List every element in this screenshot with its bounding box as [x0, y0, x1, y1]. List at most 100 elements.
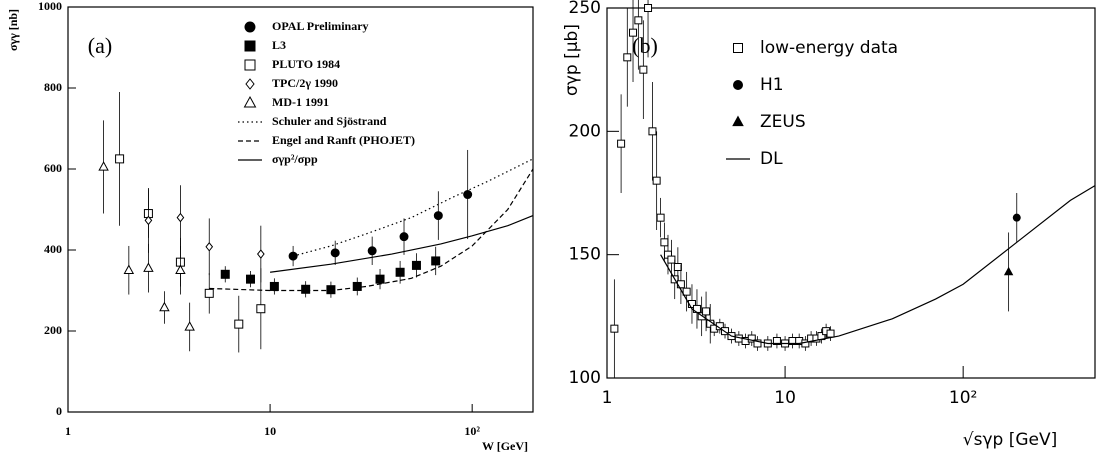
marker — [747, 334, 756, 343]
marker — [220, 269, 230, 279]
marker — [610, 324, 619, 333]
x-tick-label: 10² — [949, 388, 977, 408]
marker — [143, 262, 154, 272]
legend-label: PLUTO 1984 — [272, 57, 340, 71]
y-tick-label: 0 — [56, 404, 62, 418]
marker — [256, 304, 266, 314]
marker — [433, 211, 443, 221]
y-tick-label: 100 — [569, 368, 601, 388]
legend-label: H1 — [760, 75, 784, 95]
x-axis-label: √sγp [GeV] — [963, 430, 1057, 450]
plot-frame — [606, 7, 1096, 379]
panel-b: 100 150 200 250 1 10 10² (b) √sγp [GeV] σγp [μb] l… — [562, 0, 1096, 450]
marker — [395, 267, 405, 277]
marker — [204, 288, 214, 298]
curve — [660, 185, 1096, 345]
marker — [245, 274, 255, 284]
x-tick-label: 10² — [464, 424, 480, 438]
marker — [184, 321, 195, 331]
marker — [256, 249, 265, 259]
marker — [639, 65, 648, 74]
marker — [115, 154, 125, 164]
marker — [644, 4, 653, 12]
marker — [1003, 266, 1014, 276]
x-axis-label: W [GeV] — [482, 439, 528, 453]
legend-marker — [244, 40, 256, 52]
curve — [270, 215, 534, 273]
marker — [463, 190, 473, 200]
marker — [634, 16, 643, 25]
marker — [144, 215, 153, 226]
legend-marker — [733, 43, 743, 53]
legend-marker — [733, 80, 743, 90]
marker — [399, 232, 409, 242]
marker — [617, 139, 626, 148]
legend-label: L3 — [272, 38, 286, 52]
legend-marker — [243, 95, 257, 108]
marker — [98, 161, 109, 171]
y-tick-label: 800 — [44, 80, 62, 94]
panel-label: (b) — [632, 33, 658, 58]
marker — [682, 287, 691, 296]
marker — [375, 274, 385, 284]
legend-label: DL — [760, 149, 783, 169]
marker — [367, 246, 377, 256]
legend-label: MD-1 1991 — [272, 95, 329, 109]
x-tick-label: 10 — [264, 424, 276, 438]
y-tick-label: 200 — [569, 121, 601, 141]
marker — [176, 212, 185, 223]
marker — [269, 281, 279, 291]
legend-marker — [244, 59, 256, 71]
marker — [159, 301, 170, 312]
marker — [772, 337, 781, 345]
marker — [648, 127, 657, 136]
curve — [209, 168, 534, 292]
marker — [431, 256, 441, 266]
marker — [123, 264, 135, 274]
marker — [301, 284, 311, 294]
y-tick-label: 250 — [569, 0, 601, 18]
marker — [629, 28, 638, 37]
panel-a: 0 200 400 600 800 1000 1 10 10² (a) W [GeV] σγγ [nb… — [6, 0, 534, 453]
marker — [205, 241, 214, 252]
legend-label: ZEUS — [760, 112, 806, 132]
marker — [697, 312, 706, 321]
marker — [623, 53, 632, 62]
legend-label: OPAL Preliminary — [272, 19, 369, 33]
legend-label: low-energy data — [760, 38, 898, 58]
panel-label: (a) — [88, 33, 112, 58]
x-tick-label: 1 — [65, 424, 71, 438]
marker — [234, 319, 244, 329]
y-tick-label: 400 — [44, 242, 62, 256]
y-tick-label: 1000 — [38, 0, 62, 13]
marker — [656, 213, 665, 222]
marker — [326, 285, 336, 295]
x-tick-label: 1 — [602, 388, 613, 408]
y-axis-label: σγγ [nb] — [6, 9, 20, 51]
marker — [1012, 213, 1021, 222]
marker — [660, 238, 669, 247]
legend-label: Engel and Ranft (PHOJET) — [272, 133, 415, 147]
legend-marker — [245, 78, 255, 90]
marker — [652, 176, 661, 185]
marker — [673, 263, 682, 271]
x-tick-label: 10 — [774, 388, 796, 408]
marker — [330, 248, 340, 258]
y-tick-label: 600 — [44, 161, 62, 175]
marker — [702, 307, 711, 316]
legend-label: Schuler and Sjöstrand — [272, 114, 387, 128]
curve — [292, 158, 534, 257]
plot-frame — [67, 6, 534, 413]
y-axis-label: σγp [μb] — [562, 24, 582, 96]
marker — [826, 329, 835, 338]
y-tick-label: 150 — [569, 245, 601, 265]
legend-marker — [244, 21, 256, 33]
legend-label: TPC/2γ 1990 — [272, 76, 338, 90]
marker — [175, 264, 186, 274]
marker — [753, 339, 762, 348]
marker — [411, 260, 421, 270]
marker — [667, 255, 676, 264]
marker — [352, 281, 362, 291]
legend-marker — [732, 115, 744, 127]
